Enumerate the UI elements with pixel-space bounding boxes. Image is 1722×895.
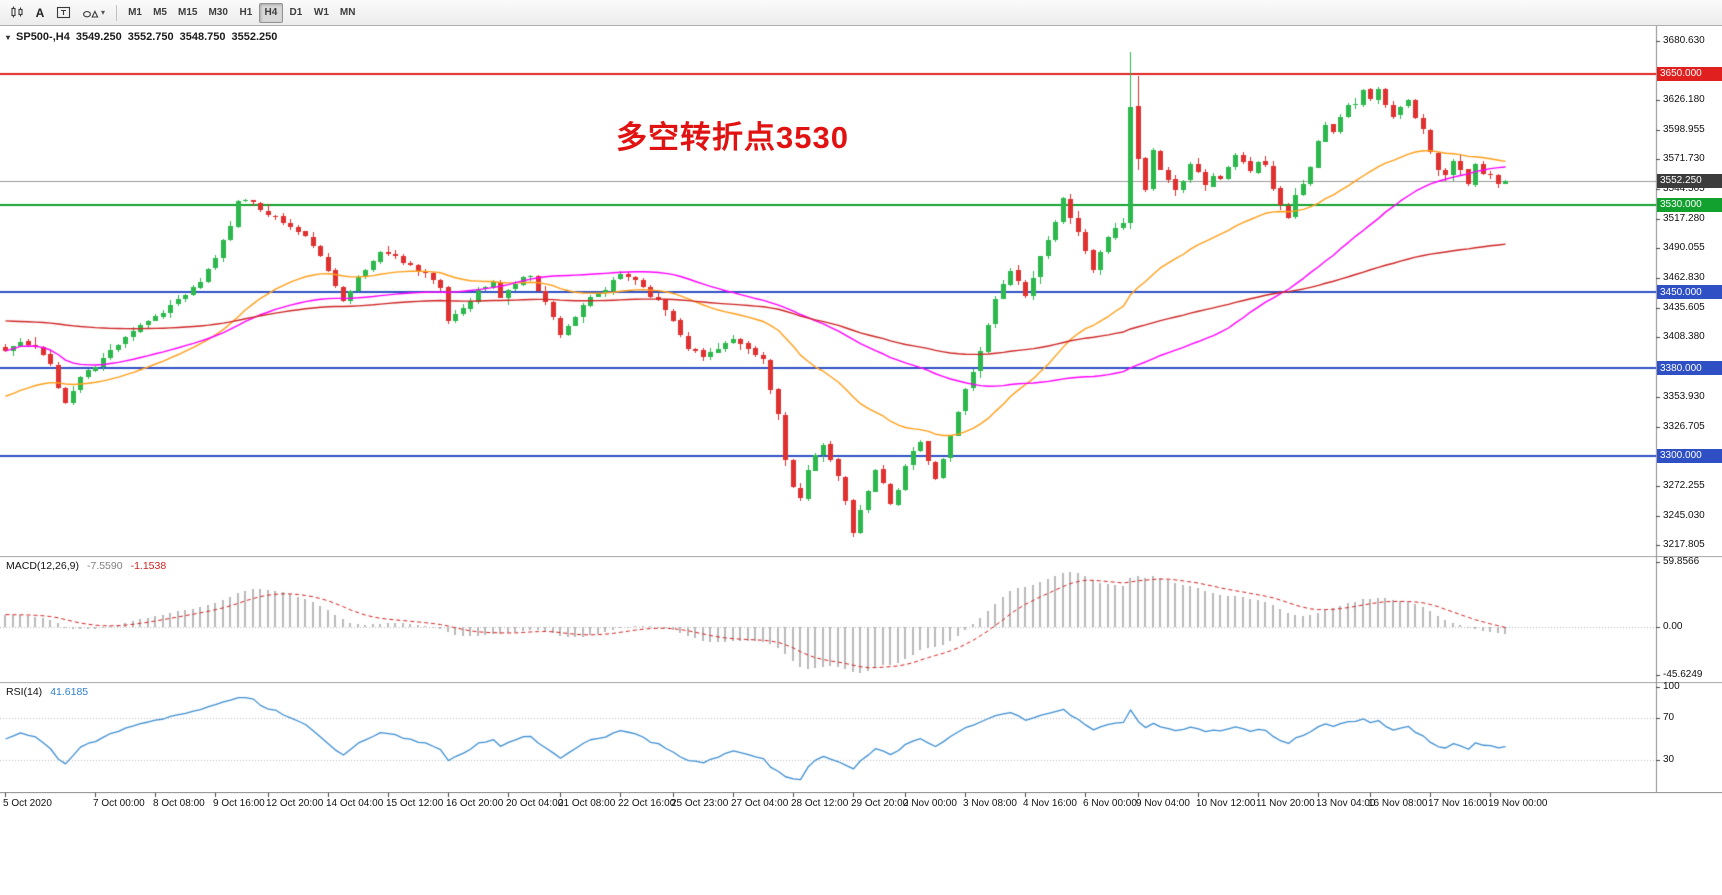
timeframe-mn-button[interactable]: MN	[335, 3, 361, 23]
text-tool-glyph: A	[35, 5, 45, 20]
macd-signal-value: -1.1538	[130, 560, 167, 572]
timeframe-m30-button[interactable]: M30	[203, 3, 232, 23]
shapes-tool-button[interactable]: ▾	[77, 3, 110, 23]
rsi-panel-canvas[interactable]	[0, 682, 1722, 792]
close-value: 3552.250	[231, 31, 278, 43]
text-label-tool-button[interactable]: A	[30, 3, 50, 23]
timeframe-m15-button[interactable]: M15	[173, 3, 202, 23]
candlestick-chart-canvas[interactable]	[0, 26, 1722, 556]
text-box-tool-button[interactable]	[51, 3, 76, 23]
candlestick-chart-tool-button[interactable]	[4, 3, 29, 23]
rsi-name: RSI(14)	[6, 686, 43, 698]
rsi-value: 41.6185	[50, 686, 89, 698]
high-value: 3552.750	[127, 31, 174, 43]
macd-name: MACD(12,26,9)	[6, 560, 79, 572]
chart-marker-icon: ▾	[6, 32, 11, 42]
low-value: 3548.750	[179, 31, 226, 43]
timeframe-m5-button[interactable]: M5	[148, 3, 172, 23]
symbol-period-label: SP500-,H4	[16, 31, 70, 43]
macd-panel-canvas[interactable]	[0, 556, 1722, 682]
chevron-down-icon: ▾	[101, 8, 106, 17]
text-box-icon	[56, 6, 71, 19]
timeframe-w1-button[interactable]: W1	[309, 3, 334, 23]
chart-annotation-text[interactable]: 多空转折点3530	[616, 120, 849, 155]
open-value: 3549.250	[75, 31, 122, 43]
time-axis-canvas[interactable]	[0, 792, 1722, 816]
timeframe-h4-button[interactable]: H4	[258, 2, 283, 23]
macd-main-value: -7.5590	[86, 560, 123, 572]
shapes-icon	[83, 10, 99, 18]
toolbar: A ▾ M1 M5 M15 M30 H1 H4 D1 W1 MN	[0, 0, 1722, 26]
timeframe-m1-button[interactable]: M1	[123, 3, 147, 23]
rsi-indicator-label[interactable]: RSI(14) 41.6185	[6, 686, 88, 698]
timeframe-d1-button[interactable]: D1	[284, 3, 308, 23]
toolbar-separator	[116, 4, 118, 21]
timeframe-h1-button[interactable]: H1	[234, 3, 258, 23]
candlestick-icon	[11, 6, 23, 18]
macd-indicator-label[interactable]: MACD(12,26,9) -7.5590 -1.1538	[6, 560, 166, 572]
chart-ohlc-header: ▾ SP500-,H4 3549.250 3552.750 3548.750 3…	[6, 31, 277, 43]
